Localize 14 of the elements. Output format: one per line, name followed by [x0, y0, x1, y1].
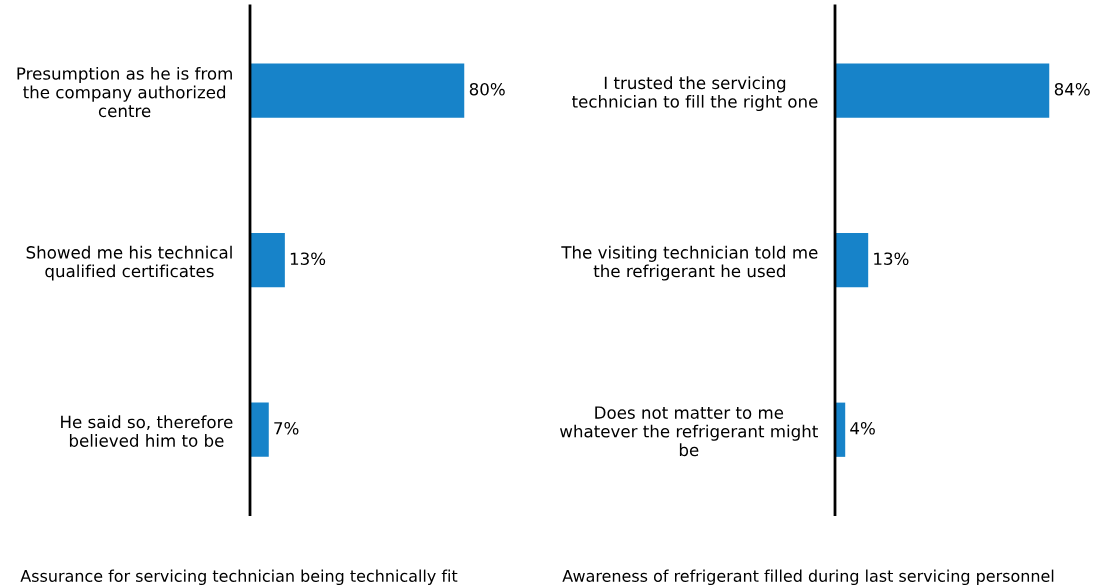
- data-label: 13%: [874, 252, 909, 266]
- y-tick-label: Presumption as he is from the company authorized centre: [17, 66, 232, 118]
- x-axis-title: Awareness of refrigerant filled during last servicing personnel: [562, 569, 1054, 586]
- data-label: 80%: [469, 82, 505, 96]
- y-tick-label: Does not matter to me whatever the refrigerant might be: [560, 406, 818, 457]
- y-tick-label: I trusted the servicing technician to fill the right one: [572, 76, 818, 112]
- x-axis-title: Assurance for servicing technician being technically fit: [20, 569, 458, 586]
- data-label: 7%: [274, 421, 299, 435]
- y-tick-label: He said so, therefore believed him to be: [61, 415, 233, 447]
- data-label: 84%: [1054, 82, 1090, 96]
- data-label: 13%: [290, 252, 326, 266]
- data-label: 4%: [850, 421, 875, 435]
- y-tick-label: Showed me his technical qualified certificates: [26, 245, 232, 281]
- y-tick-label: The visiting technician told me the refrigerant he used: [561, 245, 818, 281]
